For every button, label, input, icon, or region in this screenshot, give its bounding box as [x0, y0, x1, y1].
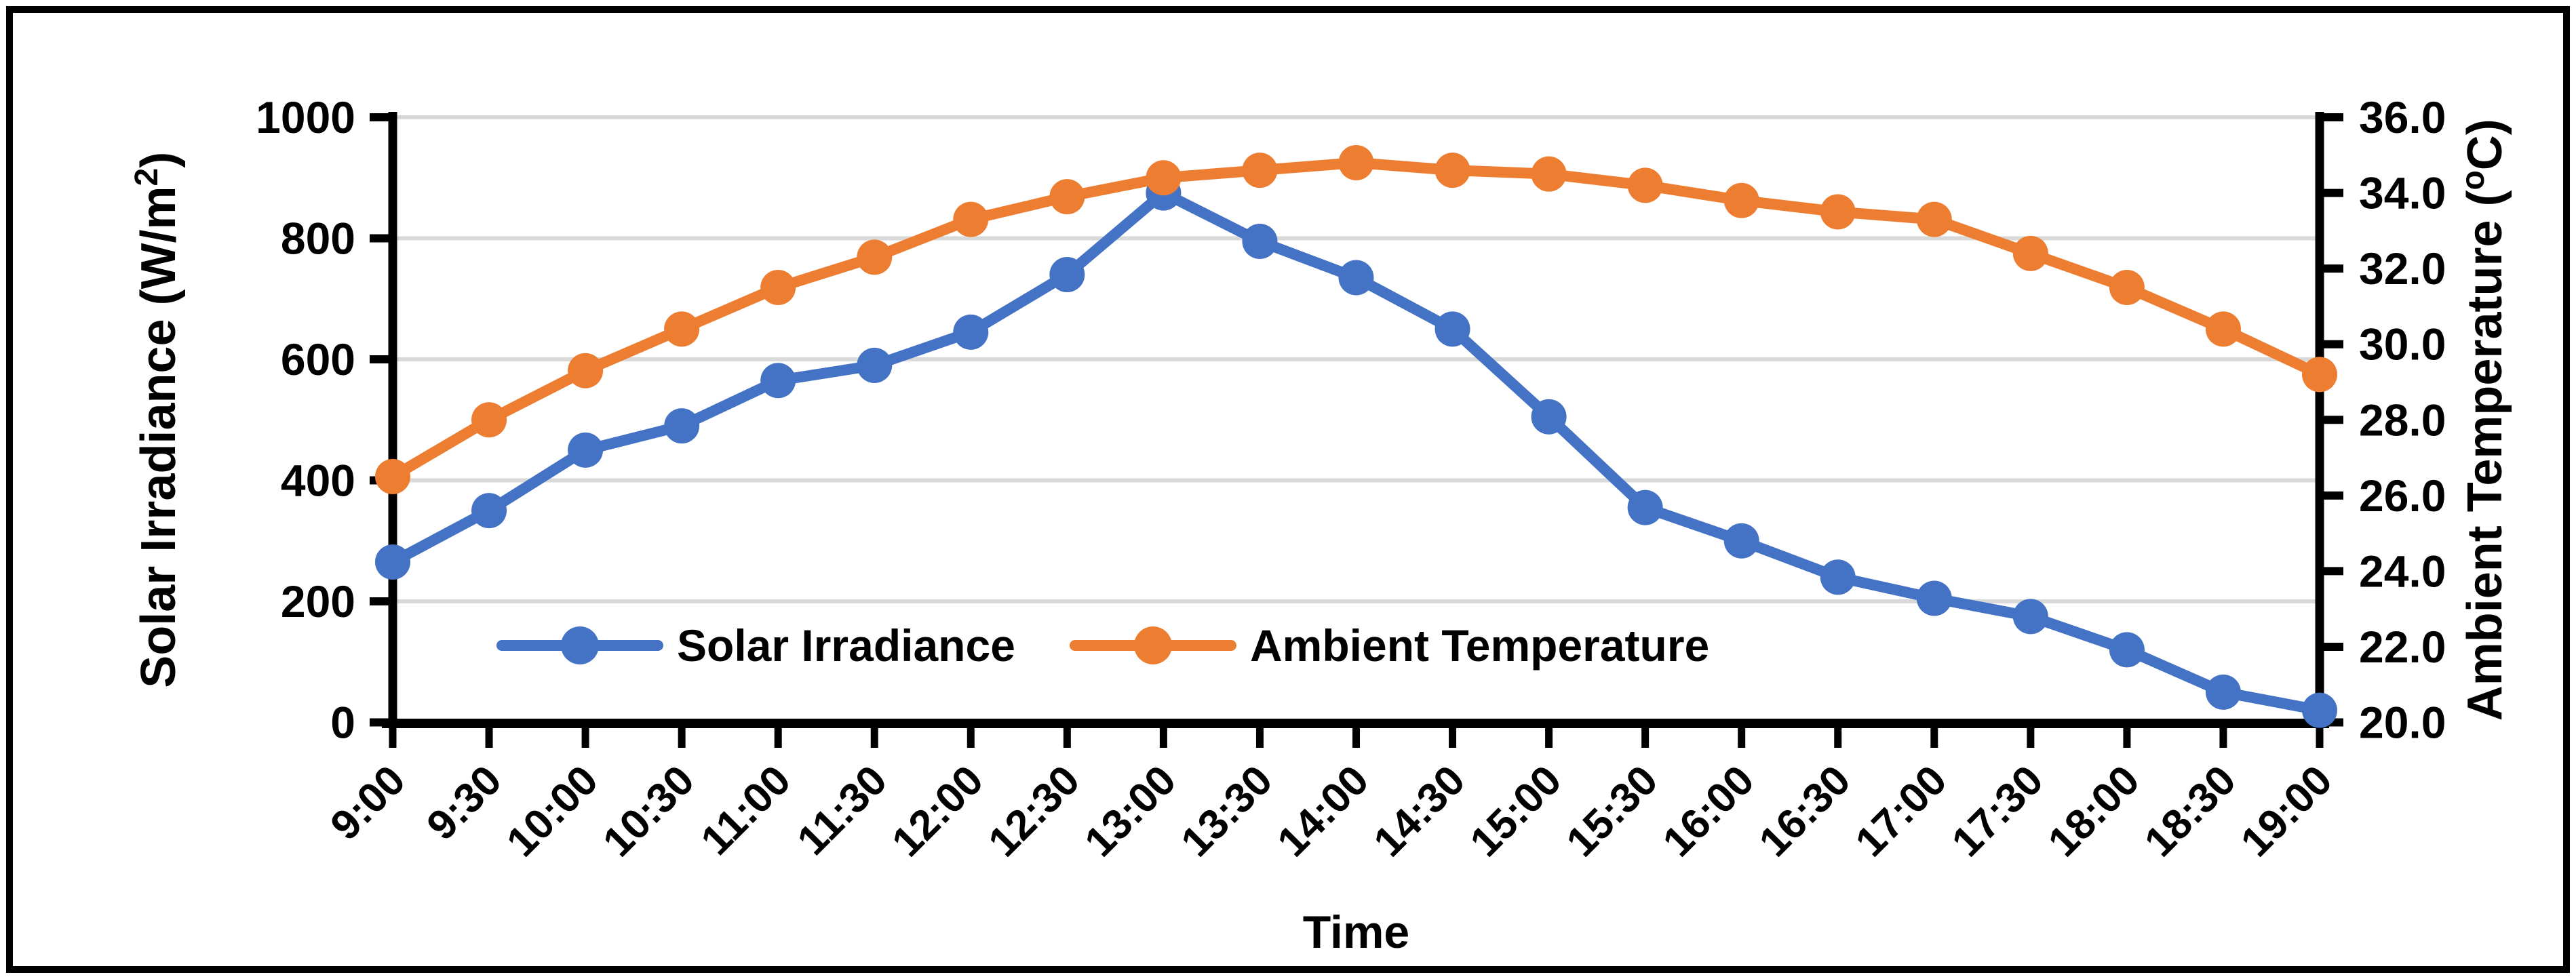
legend-label-ambient-temperature: Ambient Temperature: [1250, 620, 1709, 671]
data-point-solar-irradiance: [953, 314, 989, 350]
data-point-solar-irradiance: [471, 493, 507, 529]
left-axis-tick-label: 800: [281, 214, 355, 264]
right-axis-title: Ambient Temperature (oC): [2455, 119, 2512, 721]
left-axis-tick-label: 600: [281, 334, 355, 384]
data-point-ambient-temperature: [2205, 311, 2241, 347]
data-point-solar-irradiance: [1242, 223, 1278, 259]
right-axis-tick-label: 28.0: [2359, 395, 2446, 445]
data-point-solar-irradiance: [857, 347, 893, 383]
left-axis-tick-label: 400: [281, 456, 355, 506]
data-point-solar-irradiance: [664, 408, 700, 444]
data-point-solar-irradiance: [2109, 632, 2145, 668]
data-point-solar-irradiance: [1435, 311, 1470, 347]
data-point-ambient-temperature: [664, 311, 700, 347]
legend-point-marker-solar-irradiance: [561, 626, 599, 664]
data-point-solar-irradiance: [2012, 599, 2048, 635]
data-point-ambient-temperature: [1435, 153, 1470, 188]
right-axis-tick-label: 20.0: [2359, 698, 2446, 748]
data-point-solar-irradiance: [1338, 260, 1374, 296]
data-point-ambient-temperature: [2302, 357, 2337, 393]
data-point-ambient-temperature: [1531, 156, 1567, 192]
data-point-solar-irradiance: [1049, 257, 1085, 293]
data-point-ambient-temperature: [1146, 160, 1182, 196]
data-point-ambient-temperature: [857, 239, 893, 275]
data-point-ambient-temperature: [2012, 235, 2048, 271]
data-point-ambient-temperature: [1242, 153, 1278, 188]
legend-item-ambient-temperature: Ambient Temperature: [1070, 620, 1709, 671]
right-axis-tick-label: 34.0: [2359, 168, 2446, 218]
data-point-ambient-temperature: [2109, 270, 2145, 306]
figure-border: [6, 6, 2570, 973]
right-axis-tick-label: 22.0: [2359, 622, 2446, 672]
left-axis-tick-label: 1000: [256, 92, 355, 142]
right-axis-tick-label: 32.0: [2359, 243, 2446, 294]
right-axis-tick-label: 26.0: [2359, 471, 2446, 521]
data-point-solar-irradiance: [1916, 580, 1952, 616]
left-axis-tick-label: 0: [330, 698, 355, 748]
data-point-ambient-temperature: [471, 402, 507, 438]
legend: Solar Irradiance Ambient Temperature: [496, 620, 1709, 671]
data-point-ambient-temperature: [568, 353, 604, 388]
data-point-ambient-temperature: [1338, 144, 1374, 180]
data-point-ambient-temperature: [1916, 201, 1952, 237]
data-point-ambient-temperature: [375, 458, 410, 494]
data-point-solar-irradiance: [1531, 399, 1567, 435]
data-point-solar-irradiance: [568, 432, 604, 468]
data-point-ambient-temperature: [1049, 179, 1085, 215]
data-point-solar-irradiance: [2302, 692, 2337, 728]
x-axis-title: Time: [1303, 906, 1409, 958]
right-axis-tick-label: 24.0: [2359, 546, 2446, 596]
data-point-solar-irradiance: [760, 363, 796, 399]
data-point-solar-irradiance: [1723, 523, 1759, 559]
data-point-solar-irradiance: [1627, 490, 1663, 525]
data-point-ambient-temperature: [760, 270, 796, 306]
data-point-ambient-temperature: [953, 201, 989, 237]
left-axis-tick-label: 200: [281, 576, 355, 626]
data-point-solar-irradiance: [2205, 674, 2241, 710]
data-point-ambient-temperature: [1627, 167, 1663, 203]
data-point-ambient-temperature: [1723, 182, 1759, 218]
legend-label-solar-irradiance: Solar Irradiance: [677, 620, 1015, 671]
legend-point-marker-ambient-temperature: [1134, 626, 1172, 664]
data-point-solar-irradiance: [375, 544, 410, 580]
data-point-solar-irradiance: [1820, 559, 1856, 595]
legend-item-solar-irradiance: Solar Irradiance: [496, 620, 1015, 671]
left-axis-title: Solar Irradiance (W/m2): [129, 152, 186, 688]
data-point-ambient-temperature: [1820, 194, 1856, 230]
right-axis-tick-label: 30.0: [2359, 319, 2446, 369]
right-axis-tick-label: 36.0: [2359, 92, 2446, 142]
